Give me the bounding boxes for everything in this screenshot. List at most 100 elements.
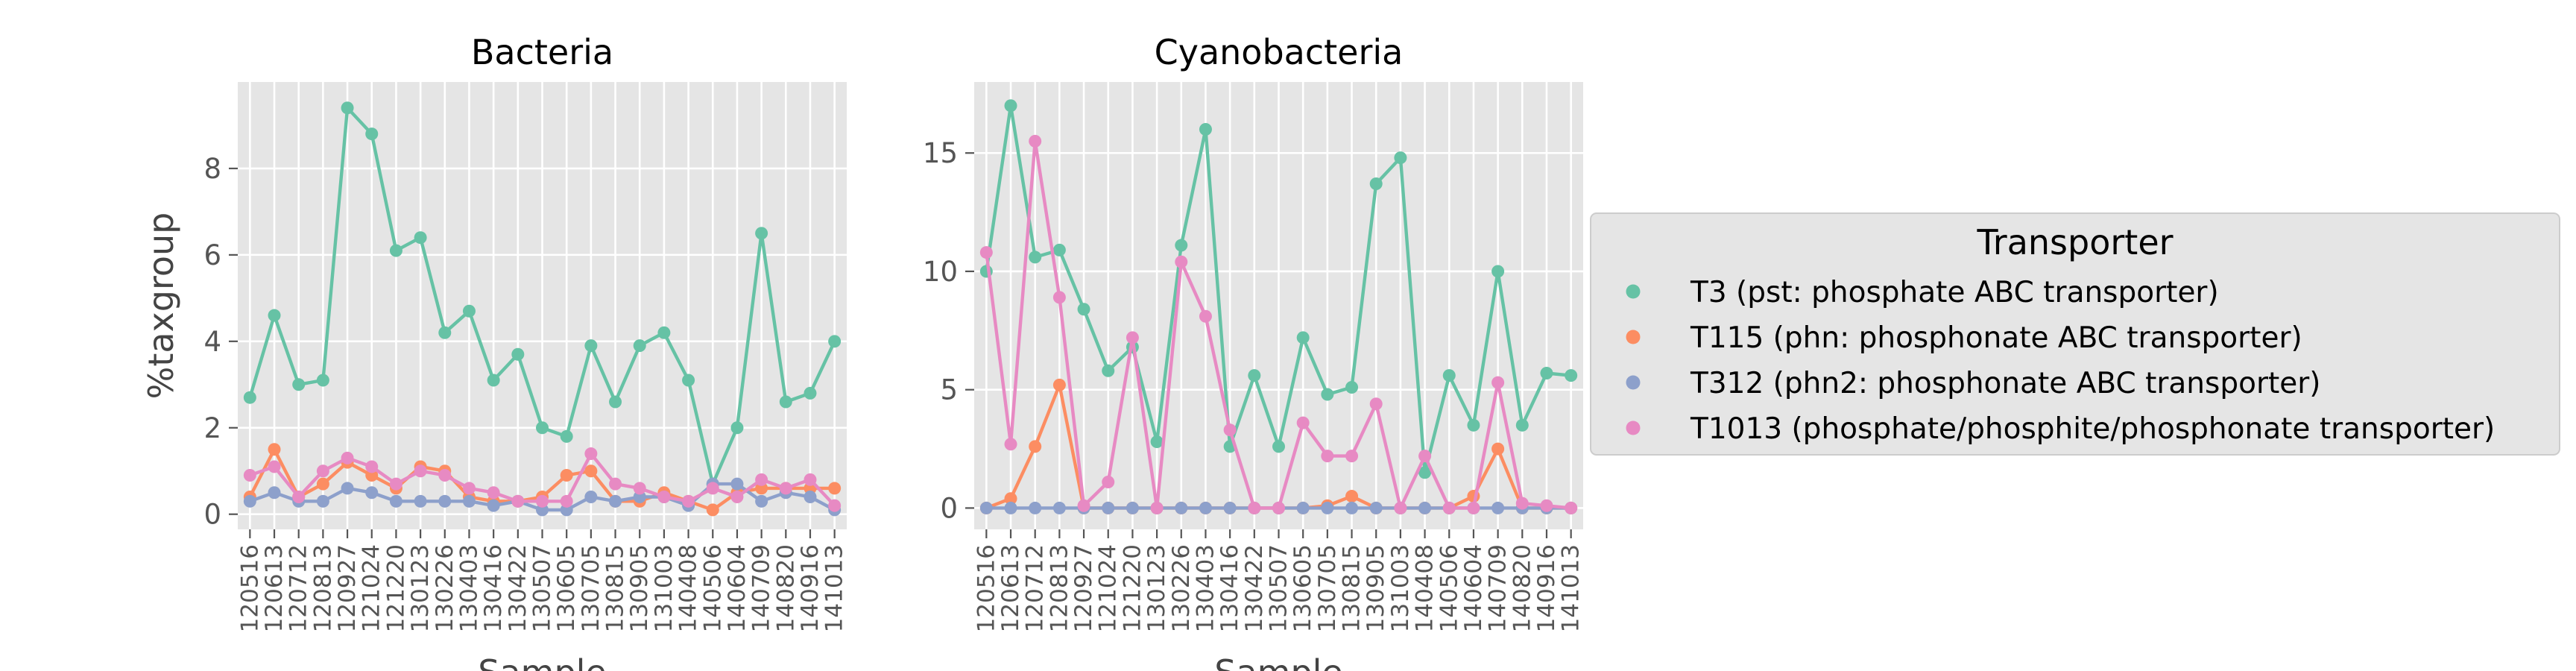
data-point: [536, 421, 549, 435]
data-point: [560, 494, 573, 508]
data-point: [462, 482, 476, 495]
x-tick-label: 140506: [699, 544, 726, 632]
chart-panel-cyanobacteria: 0 5 10 15 1205161206131207121208131209271210…: [923, 32, 1585, 671]
x-tick-label: 140604: [1460, 544, 1487, 632]
data-point: [560, 469, 573, 482]
data-point: [609, 494, 622, 508]
data-point: [755, 494, 768, 508]
data-point: [462, 494, 476, 508]
data-point: [979, 246, 993, 259]
data-point: [1491, 442, 1505, 456]
data-point: [1418, 466, 1432, 479]
data-point: [1394, 501, 1407, 514]
x-tick-label: 130507: [1266, 544, 1292, 632]
x-tick-label: 130123: [1143, 544, 1170, 632]
data-point: [1052, 501, 1066, 514]
x-tick-label: 120712: [1022, 544, 1049, 632]
data-point: [243, 469, 256, 482]
data-point: [828, 335, 842, 348]
x-tick-label: 130605: [553, 544, 580, 632]
data-point: [706, 482, 719, 495]
data-point: [536, 494, 549, 508]
x-tick-label: 130226: [1168, 544, 1195, 632]
data-point: [1052, 291, 1066, 304]
legend-marker: [1626, 330, 1641, 344]
data-point: [316, 494, 329, 508]
data-point: [1223, 501, 1237, 514]
chart-title: Bacteria: [471, 32, 613, 72]
data-point: [1175, 255, 1188, 268]
data-point: [730, 491, 744, 504]
data-point: [1029, 134, 1042, 148]
data-point: [1126, 501, 1139, 514]
x-tick-label: 140820: [1509, 544, 1535, 632]
x-axis-label: Sample: [1214, 652, 1342, 671]
y-tick-label: 0: [940, 492, 958, 524]
x-tick-label: 130416: [1216, 544, 1243, 632]
data-point: [438, 494, 452, 508]
data-point: [1150, 501, 1164, 514]
data-point: [389, 477, 402, 491]
x-tick-label: 120813: [1046, 544, 1073, 632]
data-point: [1418, 450, 1432, 463]
x-tick-label: 140820: [772, 544, 799, 632]
data-point: [1248, 501, 1261, 514]
data-point: [487, 374, 500, 387]
data-point: [828, 499, 842, 512]
data-point: [414, 464, 427, 478]
data-point: [1077, 499, 1090, 512]
x-tick-label: 120613: [261, 544, 288, 632]
x-tick-label: 140916: [797, 544, 824, 632]
data-point: [1102, 476, 1115, 489]
data-point: [1345, 381, 1359, 394]
x-tick-label: 130815: [1339, 544, 1366, 632]
data-point: [682, 494, 695, 508]
x-tick-label: 131003: [651, 544, 678, 632]
y-tick-label: 15: [923, 137, 958, 169]
y-tick-label: 5: [940, 374, 958, 406]
data-point: [292, 491, 306, 504]
x-tick-label: 120927: [1070, 544, 1097, 632]
data-point: [1321, 501, 1334, 514]
y-tick-label: 8: [203, 153, 221, 185]
y-tick-label: 6: [203, 239, 221, 271]
x-tick-label: 130226: [432, 544, 458, 632]
data-point: [1004, 99, 1017, 113]
data-point: [268, 443, 281, 456]
data-point: [316, 374, 329, 387]
x-tick-label: 130705: [578, 544, 604, 632]
data-point: [584, 339, 598, 353]
data-point: [633, 339, 646, 353]
data-point: [609, 395, 622, 409]
data-point: [511, 347, 525, 361]
x-tick-label: 140709: [1485, 544, 1512, 632]
data-point: [1321, 388, 1334, 401]
data-point: [1199, 501, 1212, 514]
data-point: [1369, 177, 1383, 191]
x-tick-label: 130123: [407, 544, 434, 632]
data-point: [779, 395, 792, 409]
series-0: [979, 99, 1578, 479]
data-point: [1052, 243, 1066, 256]
data-point: [1126, 331, 1139, 344]
x-tick-label: 130815: [602, 544, 629, 632]
x-tick-label: 140916: [1533, 544, 1560, 632]
data-point: [438, 469, 452, 482]
x-tick-label: 120927: [334, 544, 361, 632]
data-point: [609, 477, 622, 491]
data-point: [1491, 376, 1505, 389]
data-point: [1369, 501, 1383, 514]
data-point: [414, 231, 427, 245]
data-point: [341, 482, 354, 495]
data-point: [1102, 501, 1115, 514]
x-tick-label: 140408: [1412, 544, 1439, 632]
data-point: [1004, 438, 1017, 451]
data-point: [1296, 416, 1310, 429]
data-point: [1199, 309, 1212, 323]
legend-entry-label: T1013 (phosphate/phosphite/phosphonate t…: [1690, 412, 2495, 446]
data-point: [1052, 378, 1066, 391]
series-0: [243, 101, 842, 491]
data-point: [389, 494, 402, 508]
data-point: [1442, 501, 1456, 514]
data-point: [1004, 501, 1017, 514]
